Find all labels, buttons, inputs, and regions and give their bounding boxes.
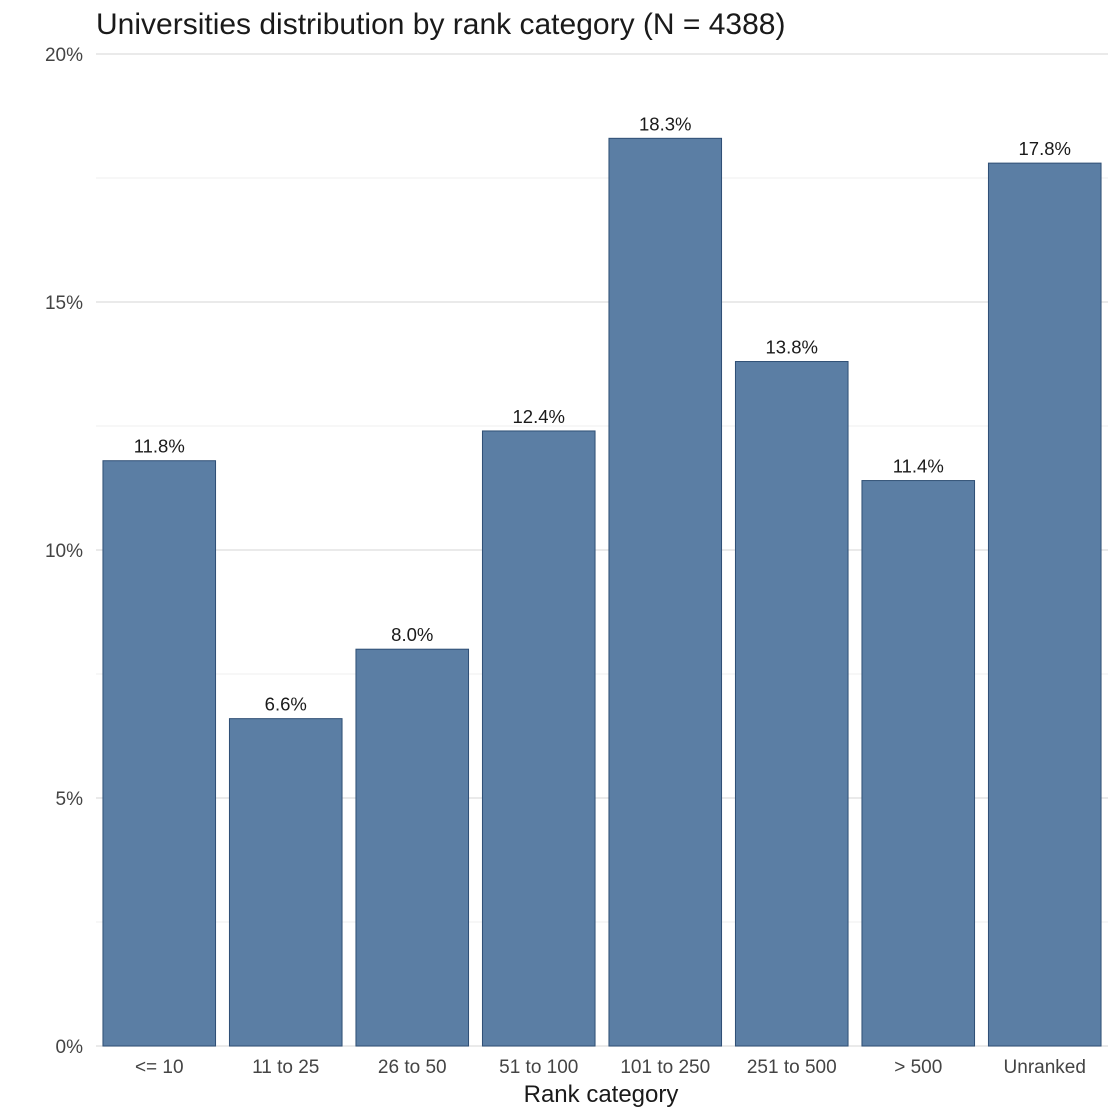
x-tick-label: <= 10: [135, 1057, 184, 1078]
bar: [102, 460, 217, 1047]
y-tick-label: 5%: [56, 789, 84, 810]
x-tick-label: 101 to 250: [620, 1057, 710, 1078]
y-tick-label: 15%: [45, 293, 83, 314]
chart-title: Universities distribution by rank catego…: [96, 8, 785, 41]
bars: [102, 137, 1102, 1047]
bar-value-label: 11.4%: [893, 456, 944, 477]
bar-value-labels: 11.8% 6.6% 8.0% 12.4% 18.3% 13.8% 11.4% 17.8%: [134, 113, 1071, 714]
x-tick-label: 11 to 25: [252, 1057, 319, 1078]
x-tick-label: > 500: [894, 1057, 942, 1078]
y-axis-tick-labels: 0% 5% 10% 15% 20%: [45, 45, 83, 1058]
bar: [355, 648, 470, 1047]
bar: [987, 162, 1102, 1047]
bar: [481, 430, 596, 1047]
bar: [734, 361, 849, 1047]
bar-value-label: 13.8%: [766, 337, 818, 358]
x-tick-label: 26 to 50: [378, 1057, 447, 1078]
bar-value-label: 11.8%: [134, 436, 185, 457]
x-axis-tick-labels: <= 10 11 to 25 26 to 50 51 to 100 101 to 250…: [135, 1057, 1086, 1078]
y-tick-label: 0%: [56, 1037, 84, 1058]
y-tick-label: 10%: [45, 541, 83, 562]
x-axis-title: Rank category: [524, 1081, 679, 1108]
bar-value-label: 8.0%: [391, 624, 433, 645]
bar-value-label: 18.3%: [639, 113, 691, 134]
bar: [861, 480, 976, 1047]
y-tick-label: 20%: [45, 45, 83, 66]
bar: [608, 137, 723, 1047]
x-tick-label: Unranked: [1004, 1057, 1086, 1078]
bar-value-label: 6.6%: [265, 694, 307, 715]
bar: [228, 718, 343, 1047]
x-tick-label: 51 to 100: [499, 1057, 578, 1078]
bar-value-label: 17.8%: [1019, 138, 1071, 159]
bar-value-label: 12.4%: [513, 406, 565, 427]
x-tick-label: 251 to 500: [747, 1057, 837, 1078]
